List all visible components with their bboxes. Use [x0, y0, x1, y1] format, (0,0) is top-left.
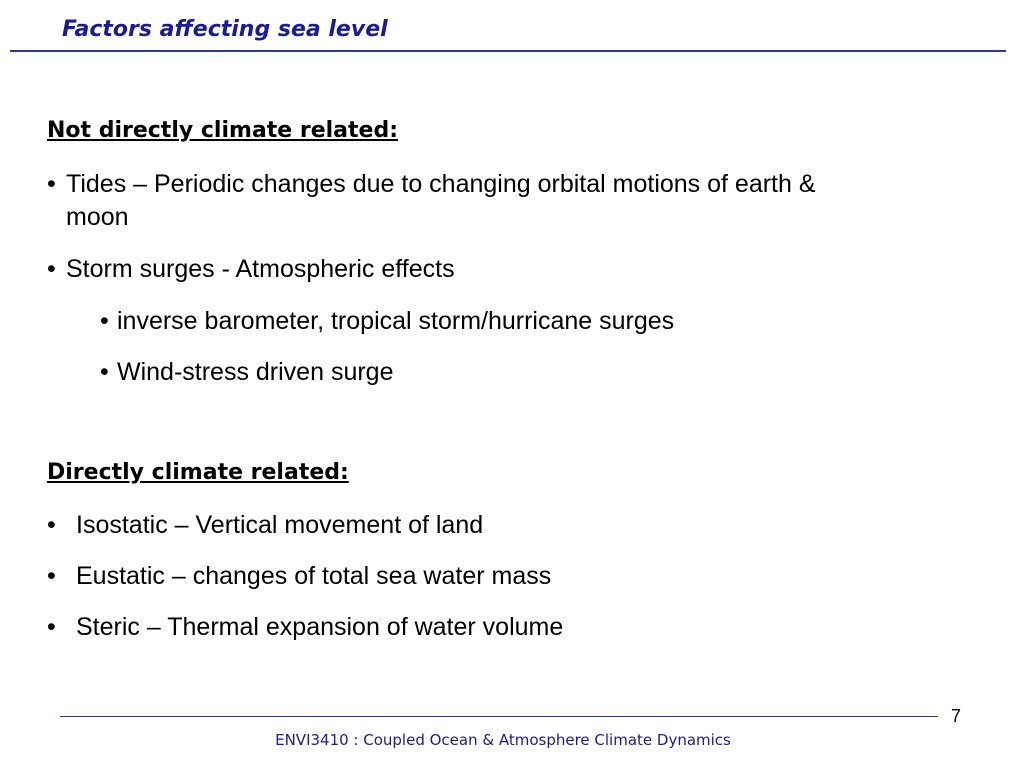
page-number: 7 [951, 706, 962, 726]
bullet: • [47, 613, 56, 641]
sub-bullet: • [100, 358, 109, 386]
list-item-tides-continued: moon [66, 203, 129, 231]
list-item-isostatic: Isostatic – Vertical movement of land [76, 511, 484, 539]
sub-item-wind-stress: Wind-stress driven surge [117, 358, 394, 386]
list-item-tides: Tides – Periodic changes due to changing… [66, 170, 816, 198]
bullet: • [47, 562, 56, 590]
footer-divider [60, 716, 938, 717]
slide-title: Factors affecting sea level [62, 17, 388, 42]
list-item-eustatic: Eustatic – changes of total sea water ma… [76, 562, 552, 590]
footer-course-title: ENVI3410 : Coupled Ocean & Atmosphere Cl… [275, 731, 731, 749]
bullet: • [47, 511, 56, 539]
sub-item-inverse-barometer: inverse barometer, tropical storm/hurric… [117, 307, 675, 335]
title-divider [10, 50, 1006, 52]
bullet: • [47, 255, 56, 283]
list-item-steric: Steric – Thermal expansion of water volu… [76, 613, 564, 641]
sub-bullet: • [100, 307, 109, 335]
bullet: • [47, 170, 56, 198]
section-heading-climate: Directly climate related: [47, 460, 349, 485]
list-item-storm-surges: Storm surges - Atmospheric effects [66, 255, 455, 283]
section-heading-not-climate: Not directly climate related: [47, 118, 398, 143]
